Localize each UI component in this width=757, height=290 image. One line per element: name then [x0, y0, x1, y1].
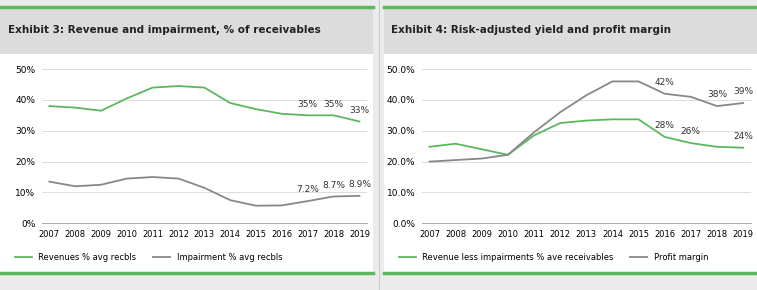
Text: Exhibit 3: Revenue and impairment, % of receivables: Exhibit 3: Revenue and impairment, % of … [8, 26, 320, 35]
Text: 38%: 38% [707, 90, 727, 99]
Text: 7.2%: 7.2% [296, 185, 319, 194]
Text: 8.9%: 8.9% [348, 180, 371, 189]
Text: 24%: 24% [734, 132, 753, 141]
Legend: Revenues % avg recbls, Impairment % avg recbls: Revenues % avg recbls, Impairment % avg … [12, 250, 285, 266]
Text: 35%: 35% [323, 99, 344, 108]
Text: 28%: 28% [655, 121, 674, 130]
Text: 26%: 26% [681, 127, 701, 136]
Text: Exhibit 4: Risk-adjusted yield and profit margin: Exhibit 4: Risk-adjusted yield and profi… [391, 26, 671, 35]
Text: 33%: 33% [349, 106, 369, 115]
Text: 8.7%: 8.7% [322, 181, 345, 190]
Text: 42%: 42% [655, 78, 674, 87]
Legend: Revenue less impairments % ave receivables, Profit margin: Revenue less impairments % ave receivabl… [396, 250, 712, 266]
Text: 39%: 39% [733, 87, 753, 96]
Text: 35%: 35% [298, 99, 318, 108]
